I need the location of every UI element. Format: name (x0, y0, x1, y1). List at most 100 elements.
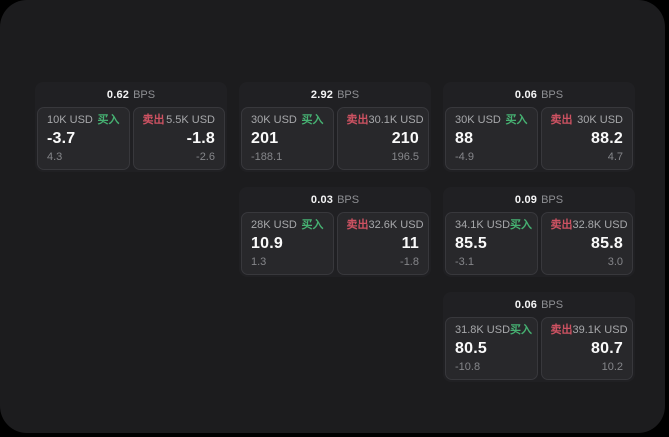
buy-amount: 10K USD (47, 114, 93, 126)
sell-delta: 196.5 (391, 151, 419, 163)
sell-panel[interactable]: 卖出 32.6K USD 11 -1.8 (336, 212, 429, 275)
bps-value: 0.09 (514, 193, 538, 206)
buy-label: 买入 (510, 324, 533, 336)
card-header: 2.92 BPS (239, 82, 431, 107)
sell-price: 11 (401, 235, 419, 252)
quote-card: 0.03 BPS 28K USD 买入 10.9 1.3 卖出 32.6K US… (239, 187, 431, 277)
buy-panel[interactable]: 34.1K USD 买入 85.5 -3.1 (445, 212, 538, 275)
buy-price: 80.5 (455, 340, 487, 357)
sell-panel-top: 卖出 30K USD (551, 114, 624, 127)
sell-delta: 4.7 (607, 151, 623, 163)
buy-panel[interactable]: 28K USD 买入 10.9 1.3 (241, 212, 334, 275)
sell-panel[interactable]: 卖出 32.8K USD 85.8 3.0 (540, 212, 633, 275)
card-header: 0.06 BPS (443, 82, 635, 107)
sell-panel[interactable]: 卖出 39.1K USD 80.7 10.2 (540, 317, 633, 380)
buy-price: 88 (455, 130, 474, 147)
buy-delta: -188.1 (251, 151, 283, 163)
card-header: 0.03 BPS (239, 187, 431, 212)
buy-panel-top: 31.8K USD 买入 (455, 324, 532, 337)
buy-delta: -4.9 (455, 151, 474, 163)
bps-unit-label: BPS (337, 88, 360, 101)
buy-panel-top: 30K USD 买入 (251, 114, 324, 127)
buy-panel[interactable]: 30K USD 买入 201 -188.1 (241, 107, 334, 170)
buy-amount: 30K USD (251, 114, 297, 126)
quote-card: 0.62 BPS 10K USD 买入 -3.7 4.3 卖出 5.5K USD (35, 82, 227, 172)
sell-amount: 5.5K USD (166, 114, 215, 126)
quote-card: 2.92 BPS 30K USD 买入 201 -188.1 卖出 30.1K … (239, 82, 431, 172)
sell-amount: 39.1K USD (572, 324, 628, 336)
sell-panel[interactable]: 卖出 5.5K USD -1.8 -2.6 (132, 107, 225, 170)
sell-panel-top: 卖出 32.6K USD (346, 219, 424, 232)
sell-label: 卖出 (346, 114, 369, 126)
sell-panel-top: 卖出 5.5K USD (143, 114, 216, 127)
quote-panels: 30K USD 买入 201 -188.1 卖出 30.1K USD 210 1… (239, 107, 431, 172)
sell-price: 88.2 (591, 130, 623, 147)
bps-unit-label: BPS (337, 193, 360, 206)
sell-amount: 32.6K USD (368, 219, 424, 231)
sell-amount: 30K USD (577, 114, 623, 126)
buy-panel[interactable]: 30K USD 买入 88 -4.9 (445, 107, 538, 170)
sell-price: 80.7 (591, 340, 623, 357)
card-header: 0.62 BPS (35, 82, 227, 107)
buy-price: -3.7 (47, 130, 76, 147)
buy-delta: -10.8 (455, 361, 481, 373)
sell-price: 210 (391, 130, 419, 147)
bps-unit-label: BPS (133, 88, 156, 101)
sell-amount: 30.1K USD (368, 114, 424, 126)
sell-amount: 32.8K USD (572, 219, 628, 231)
buy-price: 85.5 (455, 235, 487, 252)
buy-panel-top: 30K USD 买入 (455, 114, 528, 127)
sell-label: 卖出 (142, 114, 165, 126)
sell-delta: 3.0 (607, 256, 623, 268)
sell-panel[interactable]: 卖出 30.1K USD 210 196.5 (336, 107, 429, 170)
buy-delta: 1.3 (251, 256, 267, 268)
sell-price: 85.8 (591, 235, 623, 252)
buy-delta: 4.3 (47, 151, 63, 163)
buy-label: 买入 (510, 219, 533, 231)
sell-label: 卖出 (346, 219, 369, 231)
sell-delta: -1.8 (400, 256, 419, 268)
quote-panels: 28K USD 买入 10.9 1.3 卖出 32.6K USD 11 -1.8 (239, 212, 431, 277)
sell-panel-top: 卖出 32.8K USD (550, 219, 628, 232)
bps-unit-label: BPS (541, 193, 564, 206)
sell-panel-top: 卖出 30.1K USD (346, 114, 424, 127)
buy-amount: 30K USD (455, 114, 501, 126)
sell-panel-top: 卖出 39.1K USD (550, 324, 628, 337)
quote-panels: 34.1K USD 买入 85.5 -3.1 卖出 32.8K USD 85.8… (443, 212, 635, 277)
buy-label: 买入 (505, 114, 528, 126)
buy-amount: 31.8K USD (455, 324, 511, 336)
quote-panels: 31.8K USD 买入 80.5 -10.8 卖出 39.1K USD 80.… (443, 317, 635, 382)
bps-value: 0.03 (310, 193, 334, 206)
card-header: 0.09 BPS (443, 187, 635, 212)
bps-unit-label: BPS (541, 88, 564, 101)
quote-card: 0.06 BPS 30K USD 买入 88 -4.9 卖出 30K USD (443, 82, 635, 172)
sell-delta: -2.6 (196, 151, 215, 163)
buy-panel[interactable]: 10K USD 买入 -3.7 4.3 (37, 107, 130, 170)
sell-label: 卖出 (550, 219, 573, 231)
quote-panels: 10K USD 买入 -3.7 4.3 卖出 5.5K USD -1.8 -2.… (35, 107, 227, 172)
quote-card-grid: 0.62 BPS 10K USD 买入 -3.7 4.3 卖出 5.5K USD (35, 82, 635, 382)
buy-price: 201 (251, 130, 279, 147)
buy-label: 买入 (301, 114, 324, 126)
sell-price: -1.8 (186, 130, 215, 147)
sell-delta: 10.2 (601, 361, 623, 373)
quote-panels: 30K USD 买入 88 -4.9 卖出 30K USD 88.2 4.7 (443, 107, 635, 172)
bps-value: 0.62 (106, 88, 130, 101)
buy-delta: -3.1 (455, 256, 474, 268)
bps-unit-label: BPS (541, 298, 564, 311)
bps-value: 0.06 (514, 298, 538, 311)
bps-value: 0.06 (514, 88, 538, 101)
sell-label: 卖出 (550, 114, 573, 126)
quote-card: 0.09 BPS 34.1K USD 买入 85.5 -3.1 卖出 32.8K… (443, 187, 635, 277)
card-header: 0.06 BPS (443, 292, 635, 317)
buy-panel-top: 10K USD 买入 (47, 114, 120, 127)
buy-panel[interactable]: 31.8K USD 买入 80.5 -10.8 (445, 317, 538, 380)
buy-amount: 28K USD (251, 219, 297, 231)
buy-amount: 34.1K USD (455, 219, 511, 231)
buy-panel-top: 34.1K USD 买入 (455, 219, 532, 232)
sell-panel[interactable]: 卖出 30K USD 88.2 4.7 (540, 107, 633, 170)
quote-card: 0.06 BPS 31.8K USD 买入 80.5 -10.8 卖出 39.1… (443, 292, 635, 382)
buy-label: 买入 (97, 114, 120, 126)
sell-label: 卖出 (550, 324, 573, 336)
buy-label: 买入 (301, 219, 324, 231)
